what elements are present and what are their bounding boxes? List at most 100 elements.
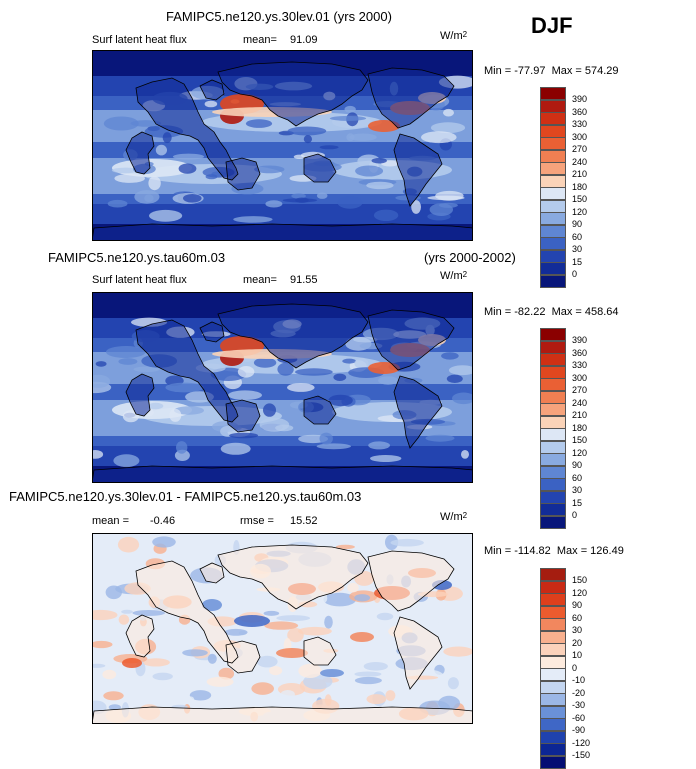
colorbar-swatch [540,655,566,669]
panel2-variable-label: Surf latent heat flux [92,274,187,286]
colorbar-tick-label: 60 [572,231,583,242]
panel3-units: W/m2 [440,511,468,523]
colorbar-tick-label: 15 [572,497,583,508]
colorbar-tick-label: 0 [572,269,578,279]
colorbar-tick-label: 30 [572,485,583,495]
panel3-mean-value: -0.46 [150,515,176,527]
colorbar-swatch [540,199,566,213]
colorbar-swatch [540,730,566,744]
colorbar-tick-label: 60 [572,472,583,483]
panel3-map [92,533,473,724]
colorbar-tick-label: 120 [572,587,588,598]
colorbar-swatch [540,630,566,644]
colorbar-tick-label: 360 [572,347,588,358]
colorbar-swatch [540,478,566,491]
colorbar-tick-label: 90 [572,600,583,610]
colorbar-swatch [540,618,566,631]
colorbar-tick-label: 330 [572,360,588,370]
colorbar-tick-label: 300 [572,372,588,383]
colorbar-tick-label: 90 [572,460,583,470]
colorbar-tick-label: 270 [572,385,588,395]
panel1-map [92,50,473,241]
colorbar-tick-label: 60 [572,612,583,623]
colorbar-swatch [540,174,566,188]
panel2-title-years: (yrs 2000-2002) [424,250,516,265]
colorbar-swatch [540,743,566,756]
season-label: DJF [531,13,573,38]
panel3-range: Min = -114.82 Max = 126.49 [484,545,624,557]
colorbar-tick-label: 150 [572,194,588,204]
colorbar-swatch [540,187,566,200]
colorbar-tick-label: -10 [572,675,586,685]
panel1-mean-label: mean= [243,34,277,46]
colorbar-swatch [540,237,566,250]
colorbar-swatch [540,99,566,113]
colorbar-swatch [540,605,566,619]
colorbar-tick-label: -120 [572,737,591,748]
colorbar-tick-label: 240 [572,156,588,167]
colorbar-swatch [540,137,566,150]
colorbar-tick-label: 240 [572,397,588,408]
colorbar-tick-label: 0 [572,510,578,520]
panel1-range: Min = -77.97 Max = 574.29 [484,65,619,77]
colorbar-swatch [540,580,566,594]
colorbar-tick-label: 390 [572,94,588,104]
colorbar-swatch [540,755,566,769]
colorbar-tick-label: -60 [572,712,586,723]
colorbar-tick-label: 270 [572,144,588,154]
panel2-map [92,292,473,483]
colorbar-tick-label: 180 [572,422,588,433]
colorbar-swatch [540,593,566,606]
panel3-rmse-value: 15.52 [290,515,318,527]
colorbar-tick-label: 390 [572,335,588,345]
panel1-title: FAMIPC5.ne120.ys.30lev.01 (yrs 2000) [166,9,392,24]
panel3-rmse-label: rmse = [240,515,274,527]
colorbar-swatch [540,353,566,366]
colorbar-swatch [540,503,566,516]
panel2-mean-label: mean= [243,274,277,286]
colorbar-swatch [540,112,566,125]
colorbar-swatch [540,378,566,391]
colorbar-tick-label: 210 [572,410,588,420]
colorbar-swatch [540,87,566,100]
colorbar-tick-label: 330 [572,119,588,129]
colorbar-tick-label: 10 [572,650,583,660]
panel2-units: W/m2 [440,270,468,282]
panel1-variable-label: Surf latent heat flux [92,34,187,46]
panel2-mean-value: 91.55 [290,274,318,286]
colorbar-swatch [540,262,566,275]
colorbar-tick-label: -20 [572,687,586,698]
colorbar-swatch [540,718,566,731]
colorbar-swatch [540,249,566,263]
colorbar-tick-label: 15 [572,256,583,267]
colorbar-tick-label: 180 [572,181,588,192]
colorbar-swatch [540,668,566,681]
colorbar-swatch [540,340,566,354]
colorbar-tick-label: 90 [572,219,583,229]
panel2-range: Min = -82.22 Max = 458.64 [484,306,619,318]
colorbar-tick-label: 0 [572,662,578,673]
colorbar-swatch [540,428,566,441]
panel1-units: W/m2 [440,30,468,42]
colorbar-swatch [540,415,566,429]
colorbar-swatch [540,390,566,404]
colorbar-swatch [540,328,566,341]
colorbar-tick-label: -150 [572,750,591,760]
colorbar-tick-label: 150 [572,575,588,585]
colorbar-swatch [540,403,566,416]
colorbar-tick-label: 150 [572,435,588,445]
colorbar-swatch [540,149,566,163]
colorbar-swatch [540,490,566,504]
colorbar-swatch [540,693,566,706]
colorbar-tick-label: 20 [572,637,583,648]
colorbar-swatch [540,365,566,379]
colorbar-tick-label: 30 [572,625,583,635]
colorbar-swatch [540,162,566,175]
colorbar-swatch [540,465,566,479]
colorbar-swatch [540,224,566,238]
colorbar-swatch [540,453,566,466]
colorbar-swatch [540,212,566,225]
colorbar-swatch [540,124,566,138]
colorbar-swatch [540,680,566,694]
colorbar-tick-label: -90 [572,725,586,735]
